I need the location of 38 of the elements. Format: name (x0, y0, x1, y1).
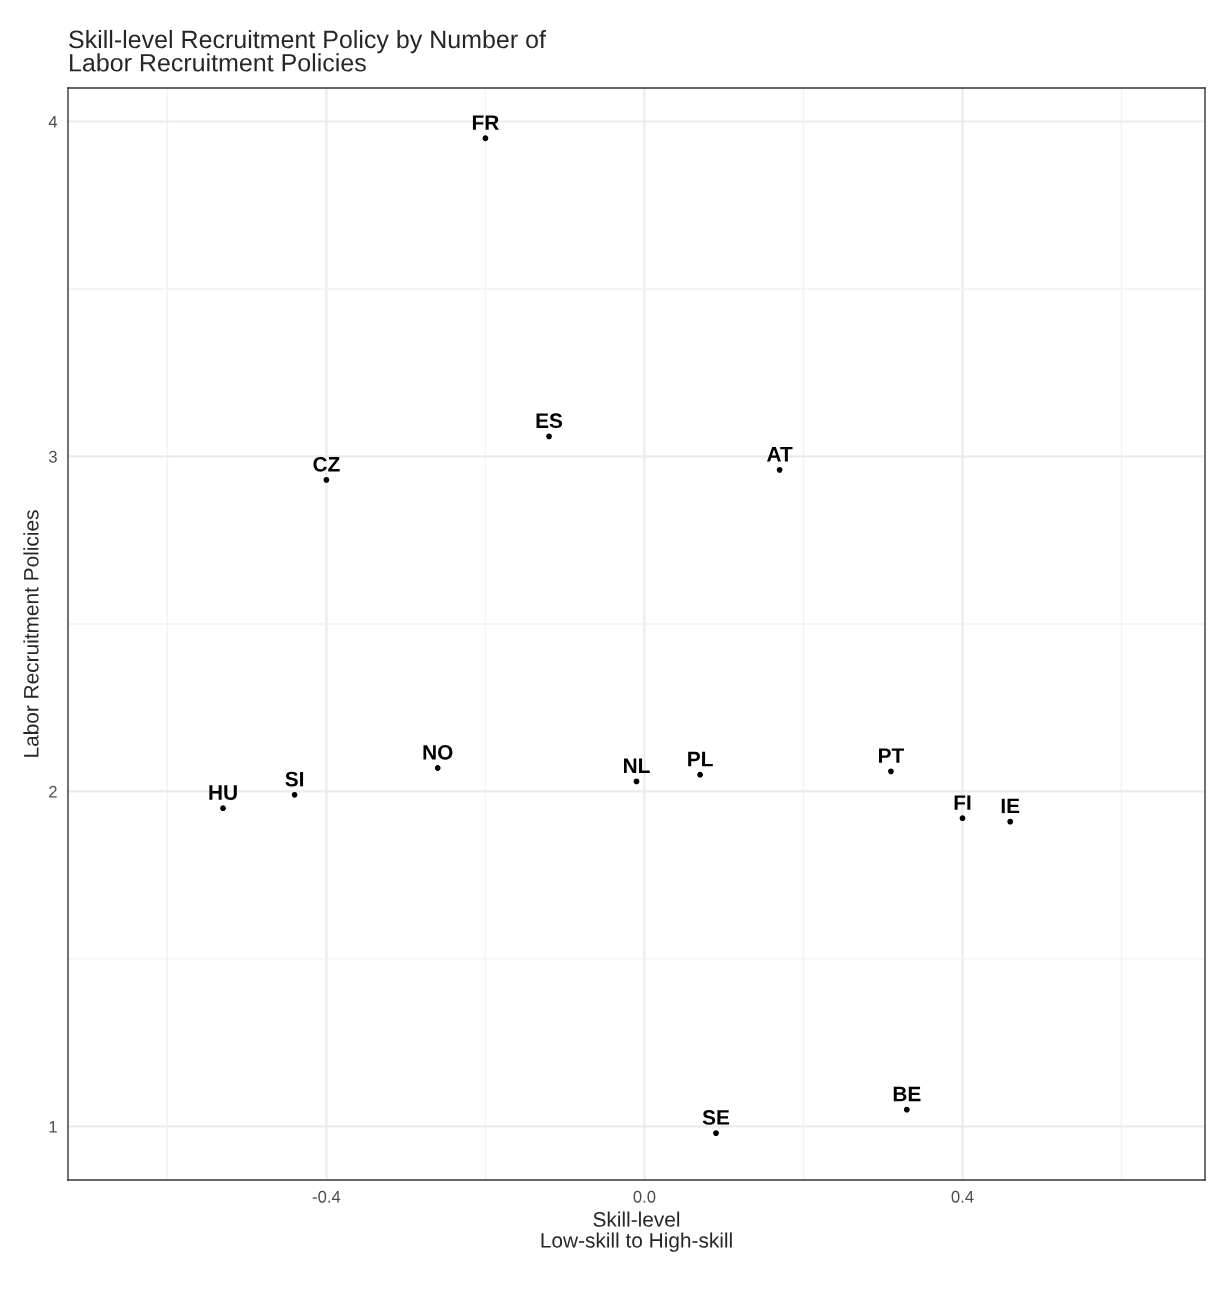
point (291, 791, 298, 798)
y-tick-label: 4 (48, 116, 58, 128)
point (546, 433, 552, 440)
y-tick-label: 3 (48, 450, 57, 463)
point (888, 768, 894, 775)
y-tick-label: 1 (49, 1120, 57, 1133)
data-label: FI (954, 795, 971, 810)
y-axis-title: Labor Recruitment Policies (23, 510, 39, 757)
data-label: FR (472, 115, 499, 130)
x-tick-label: 0.0 (633, 1190, 656, 1203)
data-label: ES (536, 413, 563, 429)
x-tick-label: 0.4 (951, 1190, 974, 1203)
data-label: PL (688, 751, 713, 767)
data-label: HU (209, 785, 237, 800)
data-label: SE (702, 1110, 730, 1125)
x-axis-title: Skill-level Low-skill to High-skill (541, 1211, 732, 1252)
point (713, 1130, 719, 1136)
point (482, 135, 489, 142)
point (220, 805, 226, 812)
data-label: AT (767, 447, 793, 462)
point (633, 778, 640, 785)
point (903, 1106, 910, 1113)
point (434, 765, 441, 771)
point (697, 771, 703, 778)
data-label: IE (1001, 798, 1020, 814)
data-label: NO (423, 744, 453, 760)
y-tick-label: 2 (49, 785, 57, 798)
point (323, 477, 330, 483)
chart-title: Skill-level Recruitment Policy by Number of Labor Recruitment Policies (69, 29, 546, 72)
point (1007, 818, 1014, 825)
data-label: CZ (313, 456, 340, 472)
data-label: PT (879, 748, 905, 763)
data-label: NL (624, 758, 650, 773)
point (959, 815, 966, 822)
x-tick-label: -0.4 (312, 1190, 341, 1203)
data-label: SI (285, 771, 304, 787)
data-label: BE (893, 1086, 921, 1102)
point (776, 466, 783, 473)
